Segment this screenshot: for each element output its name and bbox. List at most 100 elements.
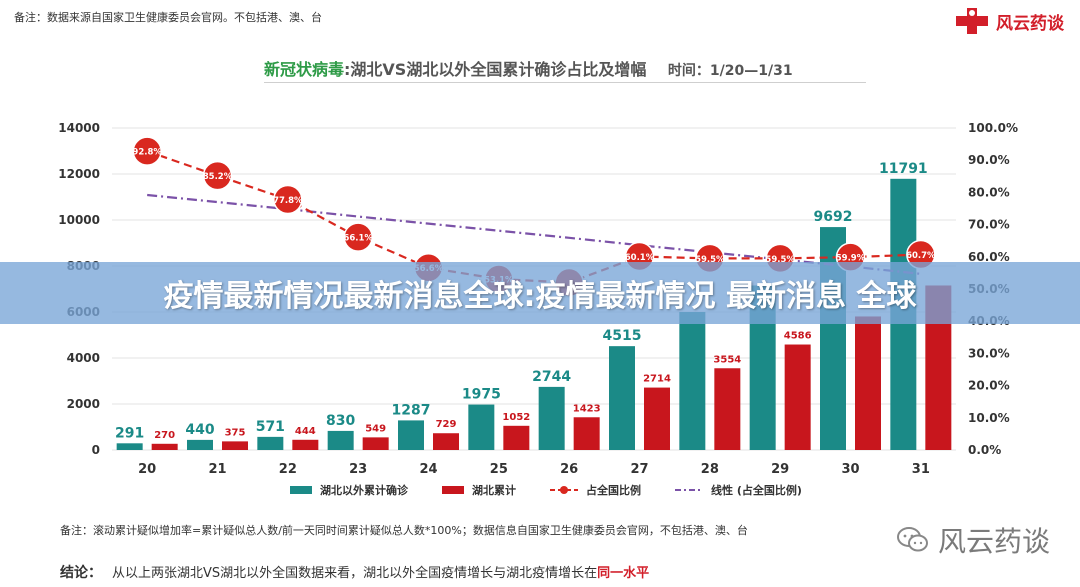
- y-left-tick-label: 10000: [58, 213, 100, 227]
- bar-data-label: 1975: [462, 387, 501, 403]
- ratio-data-label: 59.5%: [765, 255, 795, 265]
- bar-data-label: 1287: [392, 402, 431, 418]
- bar-data-label: 291: [115, 425, 144, 441]
- y-left-tick-label: 0: [92, 443, 100, 457]
- x-tick-label: 22: [279, 462, 297, 477]
- ratio-point: [343, 222, 373, 252]
- x-tick-label: 26: [560, 462, 578, 477]
- ratio-point: [132, 136, 162, 166]
- bar: [222, 441, 248, 450]
- x-tick-label: 30: [841, 462, 859, 477]
- bar: [398, 420, 424, 450]
- y-left-tick-label: 2000: [67, 397, 100, 411]
- ratio-data-label: 85.2%: [203, 172, 233, 182]
- title-divider: [264, 82, 866, 83]
- legend-label: 湖北累计: [472, 483, 516, 497]
- red-cross-person-icon: [956, 8, 988, 34]
- bar-data-label: 2714: [643, 374, 671, 385]
- y-right-tick-label: 100.0%: [968, 121, 1018, 135]
- bar-data-label: 1423: [573, 403, 601, 414]
- y-right-tick-label: 10.0%: [968, 411, 1010, 425]
- bar-data-label: 440: [185, 422, 214, 438]
- ratio-data-label: 60.7%: [906, 251, 936, 261]
- formula-note: 备注：滚动累计疑似增加率=累计疑似总人数/前一天同时间累计疑似总人数*100%；…: [60, 524, 748, 537]
- y-right-tick-label: 70.0%: [968, 218, 1010, 232]
- bar-data-label: 4515: [603, 328, 642, 344]
- bar: [538, 386, 565, 450]
- bar: [433, 433, 459, 450]
- headline-banner: 疫情最新情况最新消息全球:疫情最新情况 最新消息 全球: [0, 262, 1080, 324]
- conclusion-label: 结论：: [60, 565, 102, 581]
- ratio-point: [273, 184, 303, 215]
- y-right-tick-label: 90.0%: [968, 153, 1010, 167]
- y-right-tick-label: 20.0%: [968, 379, 1010, 393]
- bar-data-label: 270: [154, 430, 175, 441]
- legend-label: 占全国比例: [586, 483, 641, 497]
- bar: [503, 425, 530, 450]
- x-tick-label: 31: [912, 462, 930, 477]
- bar: [714, 368, 741, 450]
- bar-data-label: 549: [365, 423, 386, 434]
- bar: [468, 404, 495, 450]
- ratio-point: [202, 160, 233, 191]
- bar: [257, 436, 284, 450]
- bar-data-label: 11791: [879, 161, 928, 177]
- ratio-data-label: 59.5%: [695, 255, 725, 265]
- ratio-data-label: 59.9%: [836, 254, 866, 264]
- y-left-tick-label: 4000: [67, 351, 100, 365]
- conclusion-highlight: 同一水平: [597, 566, 650, 581]
- x-tick-label: 28: [701, 462, 719, 477]
- ratio-data-label: 60.1%: [625, 253, 655, 263]
- x-tick-label: 20: [138, 462, 156, 477]
- y-right-tick-label: 30.0%: [968, 346, 1010, 360]
- brand-name: 风云药谈: [996, 13, 1064, 34]
- banner-text: 疫情最新情况最新消息全球:疫情最新情况 最新消息 全球: [163, 279, 917, 314]
- conclusion: 结论： 从以上两张湖北VS湖北以外全国数据来看，湖北以外全国疫情增长与湖北疫情增长…: [60, 562, 649, 582]
- bar: [292, 439, 319, 450]
- chart-title: 新冠状病毒:湖北VS湖北以外全国累计确诊占比及增幅 时间：1/20—1/31: [264, 56, 793, 80]
- legend-swatch: [442, 486, 464, 494]
- y-right-tick-label: 80.0%: [968, 185, 1010, 199]
- watermark-name: 风云药谈: [937, 525, 1050, 558]
- bar-data-label: 4586: [784, 331, 812, 342]
- bar: [573, 417, 600, 450]
- conclusion-text: 从以上两张湖北VS湖北以外全国数据来看，湖北以外全国疫情增长与湖北疫情增长在: [112, 566, 598, 581]
- bar-data-label: 571: [256, 419, 285, 435]
- brand-logo: 风云药谈: [952, 6, 1064, 36]
- x-tick-label: 24: [419, 462, 437, 477]
- y-right-tick-label: 60.0%: [968, 250, 1010, 264]
- x-tick-label: 27: [630, 462, 648, 477]
- bar-data-label: 1052: [502, 412, 530, 423]
- legend-swatch-marker: [560, 486, 568, 494]
- bar: [362, 437, 389, 450]
- y-left-tick-label: 14000: [58, 121, 100, 135]
- legend-swatch: [290, 486, 312, 494]
- ratio-data-label: 92.8%: [132, 148, 162, 158]
- ratio-data-label: 77.8%: [273, 196, 303, 206]
- bar-data-label: 830: [326, 413, 355, 429]
- bar: [609, 346, 635, 450]
- x-tick-label: 23: [349, 462, 367, 477]
- x-tick-label: 21: [208, 462, 226, 477]
- time-range: 时间：1/20—1/31: [667, 63, 793, 79]
- bar: [151, 443, 178, 450]
- ratio-data-label: 66.1%: [343, 234, 373, 244]
- y-right-tick-label: 0.0%: [968, 443, 1001, 457]
- bar: [855, 316, 881, 450]
- watermark: 风云药谈: [896, 520, 1050, 560]
- bar-data-label: 729: [436, 419, 457, 430]
- bar-data-label: 375: [225, 427, 246, 438]
- bar: [187, 439, 213, 450]
- x-tick-label: 29: [771, 462, 789, 477]
- bar-data-label: 2744: [532, 369, 571, 385]
- bar: [327, 430, 354, 450]
- bar: [116, 443, 143, 450]
- bar-data-label: 3554: [713, 354, 741, 365]
- x-tick-label: 25: [490, 462, 508, 477]
- source-note: 备注：数据来源自国家卫生健康委员会官网。不包括港、澳、台: [14, 11, 322, 24]
- legend-label: 线性 (占全国比例): [711, 483, 802, 497]
- title-rest: :湖北VS湖北以外全国累计确诊占比及增幅: [344, 60, 647, 79]
- wechat-icon: [896, 527, 928, 552]
- bar: [679, 312, 706, 450]
- y-left-tick-label: 12000: [58, 167, 100, 181]
